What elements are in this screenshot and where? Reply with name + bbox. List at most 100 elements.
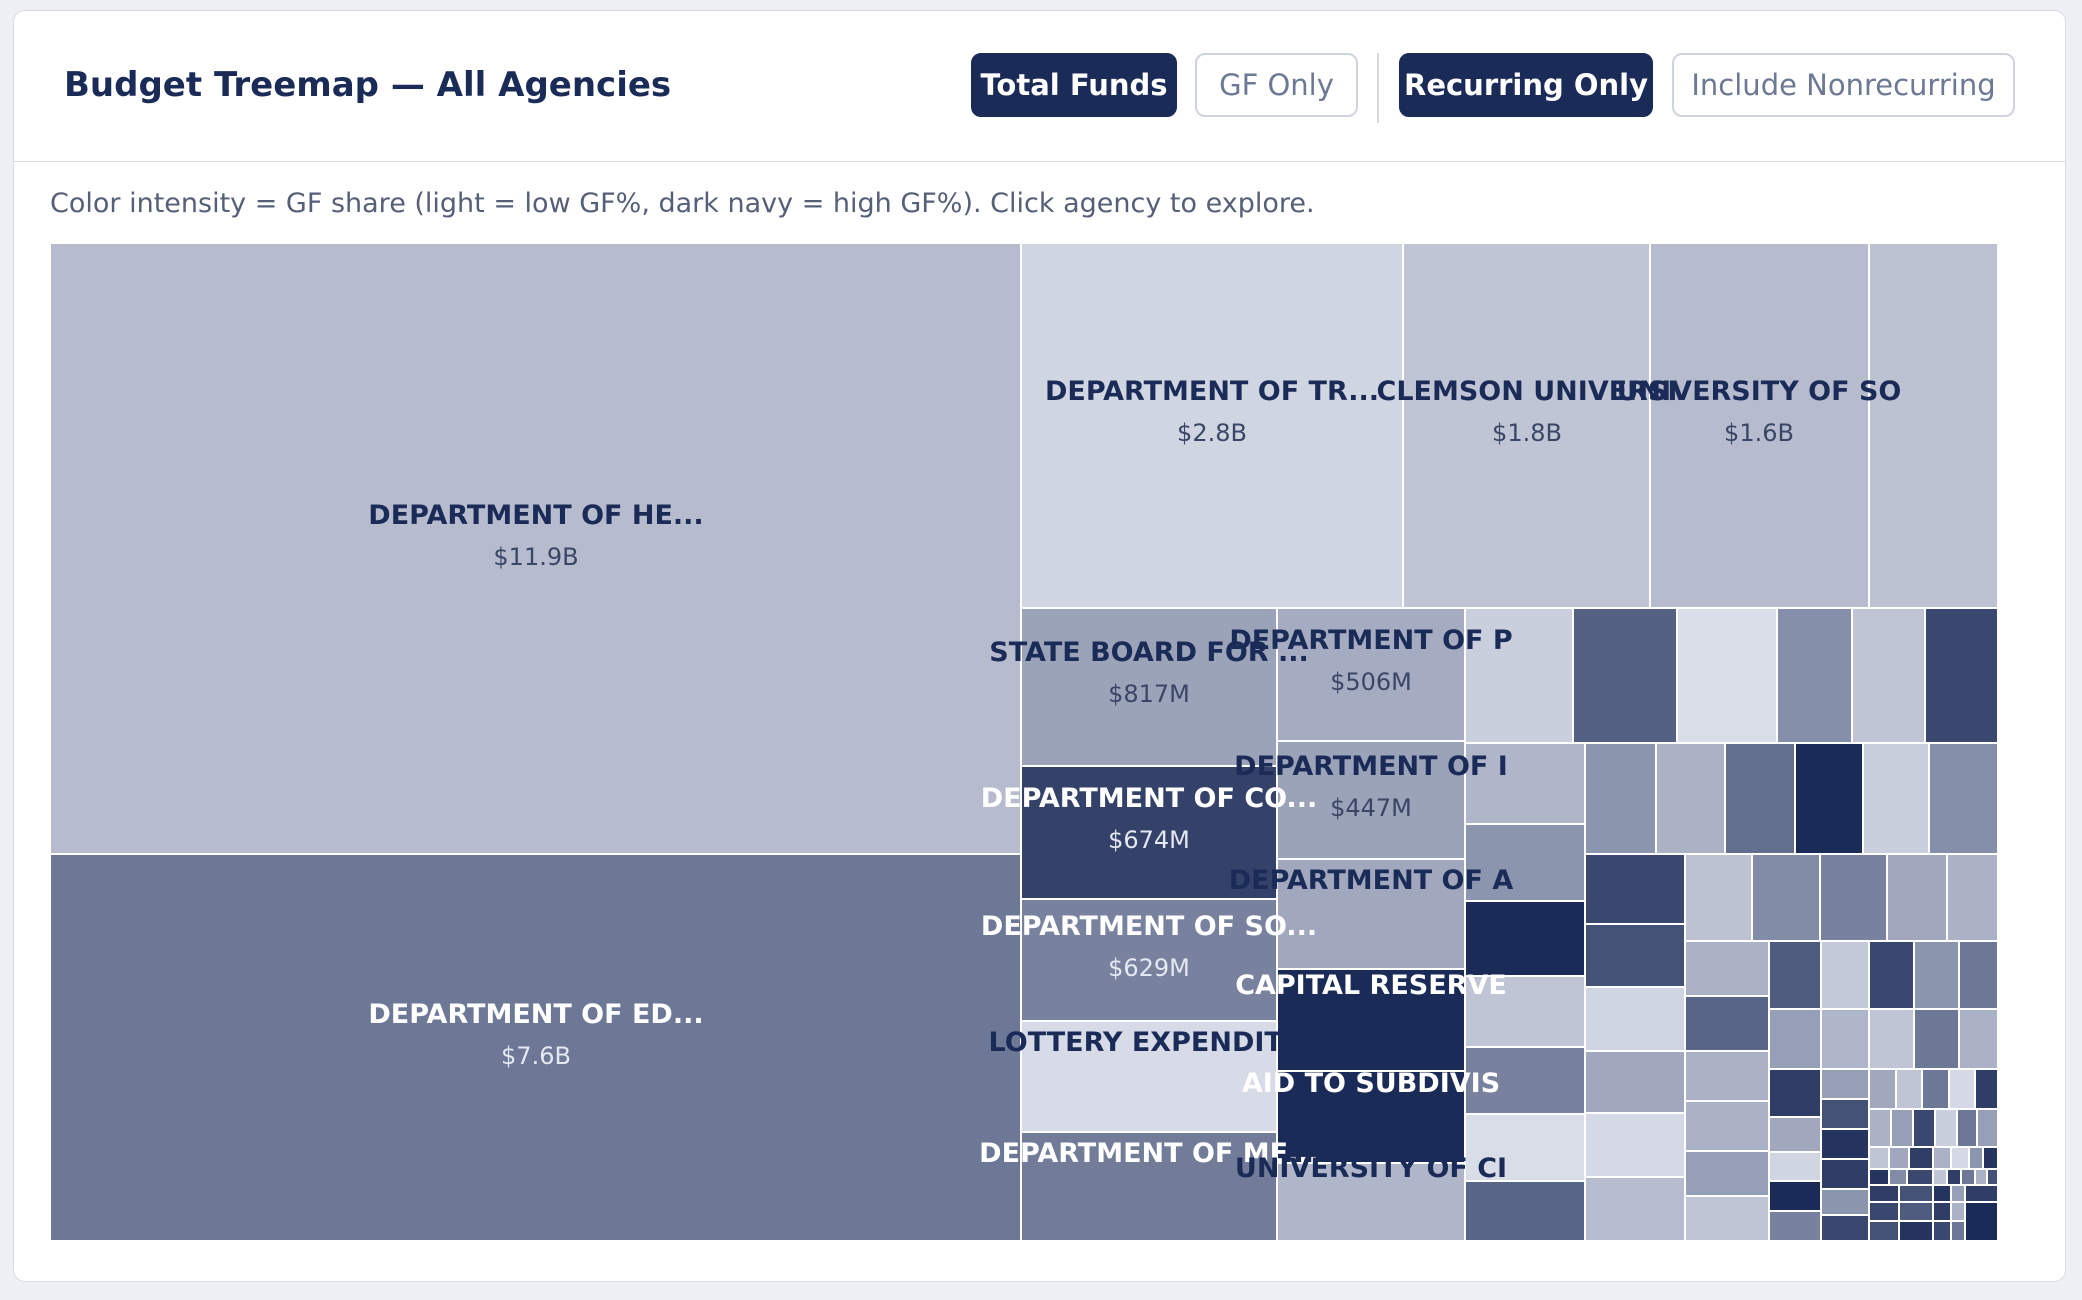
treemap-small-tile[interactable] — [1868, 1220, 1900, 1242]
treemap-small-tile[interactable] — [1820, 1008, 1870, 1070]
treemap-small-tile[interactable] — [1768, 940, 1822, 1010]
treemap-small-tile[interactable] — [1895, 1068, 1923, 1110]
treemap-small-tile[interactable] — [1956, 1108, 1978, 1148]
treemap-small-tile[interactable] — [1868, 1008, 1915, 1070]
treemap-small-tile[interactable] — [1950, 1220, 1966, 1242]
treemap-small-tile[interactable] — [1768, 1116, 1822, 1153]
treemap-small-tile[interactable] — [1868, 940, 1915, 1010]
treemap-small-tile[interactable] — [1932, 1146, 1952, 1170]
treemap-tile[interactable] — [1402, 243, 1651, 609]
treemap-small-tile[interactable] — [1924, 607, 1999, 744]
treemap-small-tile[interactable] — [1584, 923, 1686, 988]
treemap-small-tile[interactable] — [1684, 995, 1770, 1052]
treemap-small-tile[interactable] — [1921, 1068, 1950, 1110]
treemap-small-tile[interactable] — [1464, 1180, 1586, 1242]
treemap-small-tile[interactable] — [1890, 1108, 1914, 1148]
treemap-small-tile[interactable] — [1464, 975, 1586, 1048]
include-nonrecurring-button[interactable]: Include Nonrecurring — [1672, 53, 2015, 117]
treemap-tile[interactable] — [1276, 858, 1466, 970]
treemap-small-tile[interactable] — [1655, 742, 1726, 855]
treemap-small-tile[interactable] — [1584, 986, 1686, 1052]
treemap-small-tile[interactable] — [1851, 607, 1926, 744]
treemap-small-tile[interactable] — [1684, 940, 1770, 997]
treemap-small-tile[interactable] — [1776, 607, 1853, 744]
treemap-small-tile[interactable] — [1684, 1195, 1770, 1242]
treemap-tile[interactable] — [1276, 740, 1466, 860]
treemap-small-tile[interactable] — [1886, 853, 1948, 942]
treemap-small-tile[interactable] — [1584, 1112, 1686, 1178]
treemap-tile[interactable] — [1276, 607, 1466, 742]
treemap-small-tile[interactable] — [1862, 742, 1930, 855]
treemap-small-tile[interactable] — [1950, 1184, 1966, 1203]
treemap-small-tile[interactable] — [1948, 1068, 1976, 1110]
treemap-small-tile[interactable] — [1950, 1146, 1970, 1170]
treemap-tile[interactable] — [1276, 968, 1466, 1072]
treemap-small-tile[interactable] — [1768, 1008, 1822, 1070]
treemap-tile[interactable] — [1020, 607, 1278, 767]
treemap-small-tile[interactable] — [1572, 607, 1678, 744]
treemap-small-tile[interactable] — [1724, 742, 1796, 855]
treemap-small-tile[interactable] — [1932, 1168, 1948, 1186]
treemap-small-tile[interactable] — [1898, 1220, 1934, 1242]
total-funds-button[interactable]: Total Funds — [971, 53, 1177, 117]
treemap-small-tile[interactable] — [1974, 1068, 1999, 1110]
recurring-only-button[interactable]: Recurring Only — [1399, 53, 1653, 117]
treemap-tile[interactable] — [1649, 243, 1870, 609]
treemap-small-tile[interactable] — [1950, 1201, 1966, 1222]
treemap-small-tile[interactable] — [1464, 1113, 1586, 1182]
treemap-small-tile[interactable] — [1820, 1188, 1870, 1216]
treemap-small-tile[interactable] — [1960, 1168, 1976, 1186]
treemap-tile[interactable] — [1868, 243, 1999, 609]
treemap-small-tile[interactable] — [1820, 940, 1870, 1010]
treemap-small-tile[interactable] — [1932, 1201, 1952, 1222]
treemap-small-tile[interactable] — [1768, 1151, 1822, 1182]
treemap-small-tile[interactable] — [1964, 1201, 1999, 1242]
treemap-small-tile[interactable] — [1820, 1098, 1870, 1130]
treemap-small-tile[interactable] — [1986, 1168, 1999, 1186]
treemap-small-tile[interactable] — [1751, 853, 1821, 942]
treemap-small-tile[interactable] — [1912, 1108, 1936, 1148]
treemap-small-tile[interactable] — [1684, 1100, 1770, 1152]
treemap-small-tile[interactable] — [1913, 1008, 1960, 1070]
treemap-tile[interactable] — [1020, 765, 1278, 900]
treemap-small-tile[interactable] — [1820, 1158, 1870, 1190]
treemap-small-tile[interactable] — [1968, 1146, 1984, 1170]
treemap-small-tile[interactable] — [1928, 742, 1999, 855]
treemap-small-tile[interactable] — [1868, 1068, 1897, 1110]
treemap-small-tile[interactable] — [1584, 1050, 1686, 1114]
treemap-small-tile[interactable] — [1819, 853, 1888, 942]
treemap-tile[interactable] — [50, 243, 1022, 855]
treemap-small-tile[interactable] — [1768, 1210, 1822, 1242]
treemap-small-tile[interactable] — [1946, 1168, 1962, 1186]
treemap-small-tile[interactable] — [1684, 1150, 1770, 1197]
treemap-small-tile[interactable] — [1958, 940, 1999, 1010]
treemap-small-tile[interactable] — [1898, 1201, 1934, 1222]
treemap-small-tile[interactable] — [1932, 1184, 1952, 1203]
treemap-tile[interactable] — [1276, 1162, 1466, 1242]
treemap-small-tile[interactable] — [1794, 742, 1864, 855]
treemap-small-tile[interactable] — [1868, 1146, 1890, 1170]
treemap-small-tile[interactable] — [1974, 1168, 1988, 1186]
treemap-tile[interactable] — [1020, 1131, 1278, 1242]
treemap-small-tile[interactable] — [1913, 940, 1960, 1010]
treemap-small-tile[interactable] — [1958, 1008, 1999, 1070]
treemap-small-tile[interactable] — [1684, 853, 1753, 942]
treemap-small-tile[interactable] — [1464, 900, 1586, 977]
treemap-small-tile[interactable] — [1584, 1176, 1686, 1242]
treemap-small-tile[interactable] — [1888, 1168, 1908, 1186]
treemap-small-tile[interactable] — [1868, 1184, 1900, 1203]
treemap-small-tile[interactable] — [1684, 1050, 1770, 1102]
treemap-small-tile[interactable] — [1906, 1168, 1934, 1186]
treemap-small-tile[interactable] — [1868, 1168, 1890, 1186]
treemap-small-tile[interactable] — [1768, 1180, 1822, 1212]
treemap-small-tile[interactable] — [1982, 1146, 1999, 1170]
treemap-small-tile[interactable] — [1888, 1146, 1910, 1170]
treemap-small-tile[interactable] — [1584, 853, 1686, 925]
treemap-small-tile[interactable] — [1964, 1184, 1999, 1203]
treemap-small-tile[interactable] — [1976, 1108, 1999, 1148]
treemap-small-tile[interactable] — [1868, 1108, 1892, 1148]
treemap-small-tile[interactable] — [1820, 1068, 1870, 1100]
gf-only-button[interactable]: GF Only — [1195, 53, 1358, 117]
treemap-small-tile[interactable] — [1820, 1128, 1870, 1160]
treemap-small-tile[interactable] — [1768, 1068, 1822, 1118]
